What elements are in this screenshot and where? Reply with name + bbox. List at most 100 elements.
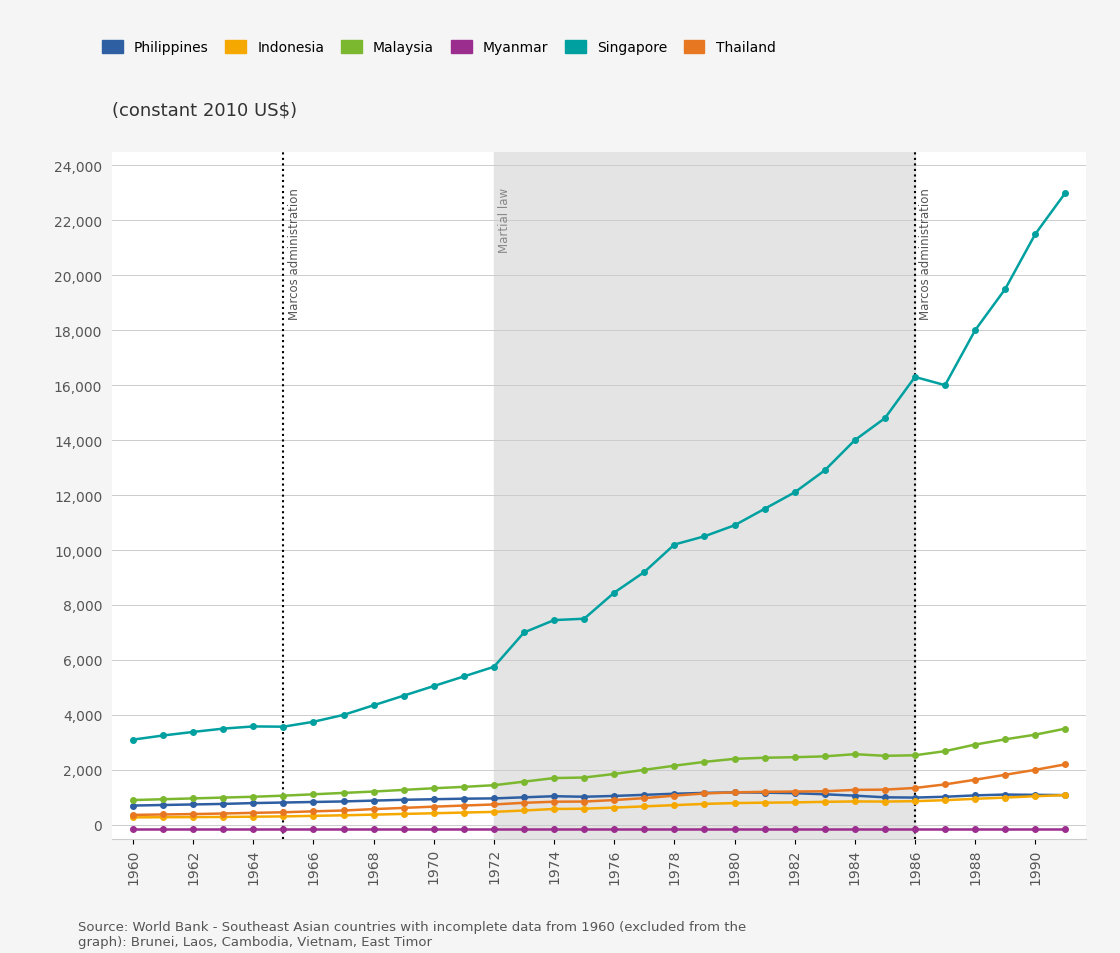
- Indonesia: [187, 812, 200, 823]
- Philippines: [487, 793, 501, 804]
- Myanmar: [818, 823, 831, 835]
- Philippines: [517, 792, 531, 803]
- Indonesia: [848, 796, 861, 807]
- Myanmar: [908, 823, 922, 835]
- Malaysia: [427, 782, 440, 794]
- Myanmar: [939, 823, 952, 835]
- Indonesia: [307, 810, 320, 821]
- Philippines: [698, 787, 711, 799]
- Myanmar: [246, 823, 260, 835]
- Singapore: [878, 413, 892, 424]
- Indonesia: [728, 798, 741, 809]
- Indonesia: [818, 797, 831, 808]
- Philippines: [668, 788, 681, 800]
- Philippines: [758, 787, 772, 799]
- Malaysia: [788, 752, 802, 763]
- Myanmar: [637, 823, 651, 835]
- Malaysia: [607, 768, 620, 780]
- Thailand: [277, 806, 290, 818]
- Philippines: [246, 798, 260, 809]
- Indonesia: [427, 808, 440, 820]
- Malaysia: [457, 781, 470, 793]
- Singapore: [517, 627, 531, 639]
- Thailand: [788, 786, 802, 798]
- Malaysia: [908, 750, 922, 761]
- Line: Myanmar: Myanmar: [130, 826, 1068, 832]
- Indonesia: [999, 792, 1012, 803]
- Malaysia: [337, 787, 351, 799]
- Myanmar: [999, 823, 1012, 835]
- Thailand: [878, 784, 892, 796]
- Singapore: [637, 567, 651, 578]
- Philippines: [127, 800, 140, 811]
- Singapore: [246, 720, 260, 732]
- Thailand: [396, 802, 410, 814]
- Malaysia: [637, 764, 651, 776]
- Indonesia: [668, 800, 681, 811]
- Myanmar: [788, 823, 802, 835]
- Singapore: [396, 690, 410, 701]
- Singapore: [427, 680, 440, 692]
- Thailand: [969, 774, 982, 785]
- Thailand: [246, 807, 260, 819]
- Bar: [494, 152, 915, 839]
- Thailand: [578, 796, 591, 807]
- Line: Singapore: Singapore: [130, 191, 1068, 742]
- Indonesia: [578, 803, 591, 815]
- Singapore: [277, 721, 290, 733]
- Text: Marcos administration: Marcos administration: [920, 188, 933, 320]
- Thailand: [758, 786, 772, 798]
- Thailand: [457, 800, 470, 811]
- Malaysia: [758, 752, 772, 763]
- Singapore: [157, 730, 170, 741]
- Philippines: [457, 793, 470, 804]
- Singapore: [337, 709, 351, 720]
- Malaysia: [1028, 729, 1042, 740]
- Singapore: [788, 487, 802, 498]
- Philippines: [367, 795, 381, 806]
- Malaysia: [548, 773, 561, 784]
- Thailand: [818, 785, 831, 797]
- Line: Malaysia: Malaysia: [130, 726, 1068, 803]
- Indonesia: [758, 797, 772, 808]
- Malaysia: [668, 760, 681, 772]
- Myanmar: [157, 823, 170, 835]
- Singapore: [578, 614, 591, 625]
- Malaysia: [578, 772, 591, 783]
- Thailand: [517, 798, 531, 809]
- Myanmar: [848, 823, 861, 835]
- Singapore: [728, 520, 741, 532]
- Myanmar: [396, 823, 410, 835]
- Singapore: [1058, 188, 1072, 199]
- Myanmar: [1058, 823, 1072, 835]
- Indonesia: [1058, 789, 1072, 801]
- Philippines: [969, 790, 982, 801]
- Thailand: [939, 779, 952, 790]
- Philippines: [277, 797, 290, 808]
- Malaysia: [1058, 723, 1072, 735]
- Singapore: [607, 587, 620, 598]
- Singapore: [939, 380, 952, 392]
- Malaysia: [969, 740, 982, 751]
- Philippines: [337, 796, 351, 807]
- Text: Martial law: Martial law: [498, 188, 512, 253]
- Line: Thailand: Thailand: [130, 761, 1068, 818]
- Thailand: [698, 788, 711, 800]
- Indonesia: [396, 808, 410, 820]
- Philippines: [427, 794, 440, 805]
- Philippines: [999, 789, 1012, 801]
- Myanmar: [216, 823, 230, 835]
- Singapore: [969, 325, 982, 336]
- Malaysia: [728, 753, 741, 764]
- Text: Marcos administration: Marcos administration: [288, 188, 301, 320]
- Thailand: [337, 805, 351, 817]
- Philippines: [578, 791, 591, 802]
- Malaysia: [487, 780, 501, 791]
- Indonesia: [517, 805, 531, 817]
- Indonesia: [487, 806, 501, 818]
- Indonesia: [246, 811, 260, 822]
- Myanmar: [517, 823, 531, 835]
- Singapore: [216, 723, 230, 735]
- Line: Philippines: Philippines: [130, 790, 1068, 808]
- Philippines: [548, 791, 561, 802]
